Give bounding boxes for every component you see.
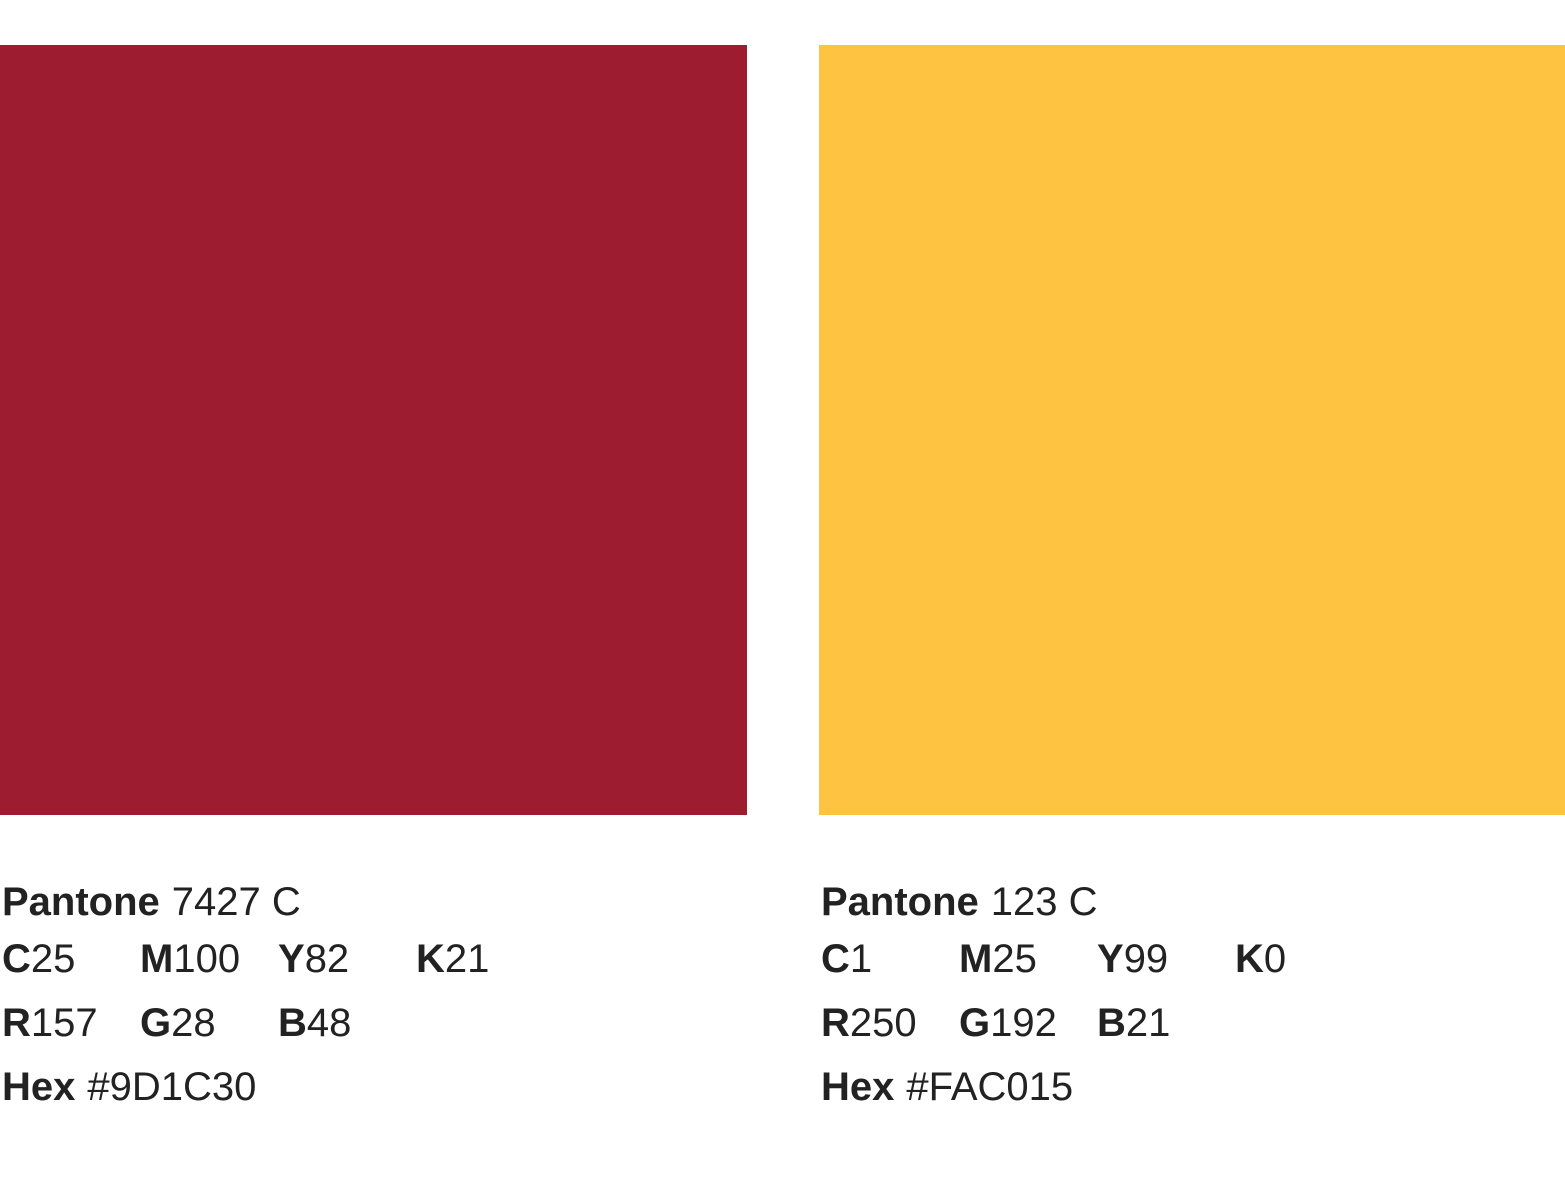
- rgb-g: G 28: [140, 1003, 278, 1043]
- rgb-g: G 192: [959, 1003, 1097, 1043]
- cmyk-y: Y 82: [278, 939, 416, 979]
- pantone-row: Pantone 123 C: [821, 877, 1565, 927]
- cmyk-m-value: 100: [173, 937, 241, 981]
- cmyk-k-label: K: [416, 937, 445, 981]
- cmyk-y-value: 99: [1123, 937, 1169, 981]
- cmyk-y-label: Y: [1097, 937, 1124, 981]
- cmyk-c-label: C: [821, 937, 850, 981]
- cmyk-m: M 100: [140, 939, 278, 979]
- rgb-b-label: B: [1097, 1001, 1126, 1045]
- rgb-g-label: G: [959, 1001, 991, 1045]
- cmyk-k-value: 0: [1263, 937, 1287, 981]
- rgb-b: B 48: [278, 1003, 351, 1043]
- cmyk-k-label: K: [1235, 937, 1264, 981]
- hex-row: Hex #FAC015: [821, 1055, 1565, 1119]
- rgb-r-label: R: [821, 1001, 850, 1045]
- cmyk-row: C 25 M 100 Y 82 K 21: [2, 927, 749, 991]
- cmyk-m-label: M: [140, 937, 174, 981]
- cmyk-k: K 21: [416, 939, 489, 979]
- cmyk-m-label: M: [959, 937, 993, 981]
- swatch-card-red: Pantone 7427 C C 25 M 100 Y 82 K 21 R 157 G 28 …: [0, 45, 747, 1107]
- cmyk-k-value: 21: [444, 937, 490, 981]
- color-specs-red: Pantone 7427 C C 25 M 100 Y 82 K 21 R 157 G 28 …: [2, 877, 749, 1119]
- pantone-label: Pantone: [821, 880, 979, 924]
- pantone-label: Pantone: [2, 880, 160, 924]
- cmyk-c-value: 25: [30, 937, 76, 981]
- rgb-b-value: 21: [1125, 1001, 1171, 1045]
- rgb-b-value: 48: [306, 1001, 352, 1045]
- cmyk-c: C 25: [2, 939, 140, 979]
- hex-label: Hex: [821, 1065, 895, 1109]
- cmyk-y-value: 82: [304, 937, 350, 981]
- rgb-row: R 250 G 192 B 21: [821, 991, 1565, 1055]
- color-swatch-red: [0, 45, 747, 815]
- rgb-r: R 157: [2, 1003, 140, 1043]
- rgb-b: B 21: [1097, 1003, 1170, 1043]
- rgb-r: R 250: [821, 1003, 959, 1043]
- pantone-value: 123 C: [990, 880, 1098, 924]
- cmyk-c-label: C: [2, 937, 31, 981]
- hex-row: Hex #9D1C30: [2, 1055, 749, 1119]
- rgb-g-label: G: [140, 1001, 172, 1045]
- rgb-r-label: R: [2, 1001, 31, 1045]
- hex-label: Hex: [2, 1065, 76, 1109]
- pantone-value: 7427 C: [171, 880, 301, 924]
- pantone-row: Pantone 7427 C: [2, 877, 749, 927]
- rgb-g-value: 192: [990, 1001, 1057, 1045]
- cmyk-m-value: 25: [992, 937, 1037, 981]
- color-swatch-yellow: [819, 45, 1565, 815]
- rgb-b-label: B: [278, 1001, 307, 1045]
- hex-value: #9D1C30: [87, 1065, 257, 1109]
- rgb-r-value: 250: [849, 1001, 917, 1045]
- cmyk-y-label: Y: [278, 937, 305, 981]
- cmyk-m: M 25: [959, 939, 1097, 979]
- rgb-r-value: 157: [30, 1001, 98, 1045]
- cmyk-y: Y 99: [1097, 939, 1235, 979]
- rgb-row: R 157 G 28 B 48: [2, 991, 749, 1055]
- hex-value: #FAC015: [906, 1065, 1074, 1109]
- cmyk-c-value: 1: [849, 937, 873, 981]
- rgb-g-value: 28: [171, 1001, 216, 1045]
